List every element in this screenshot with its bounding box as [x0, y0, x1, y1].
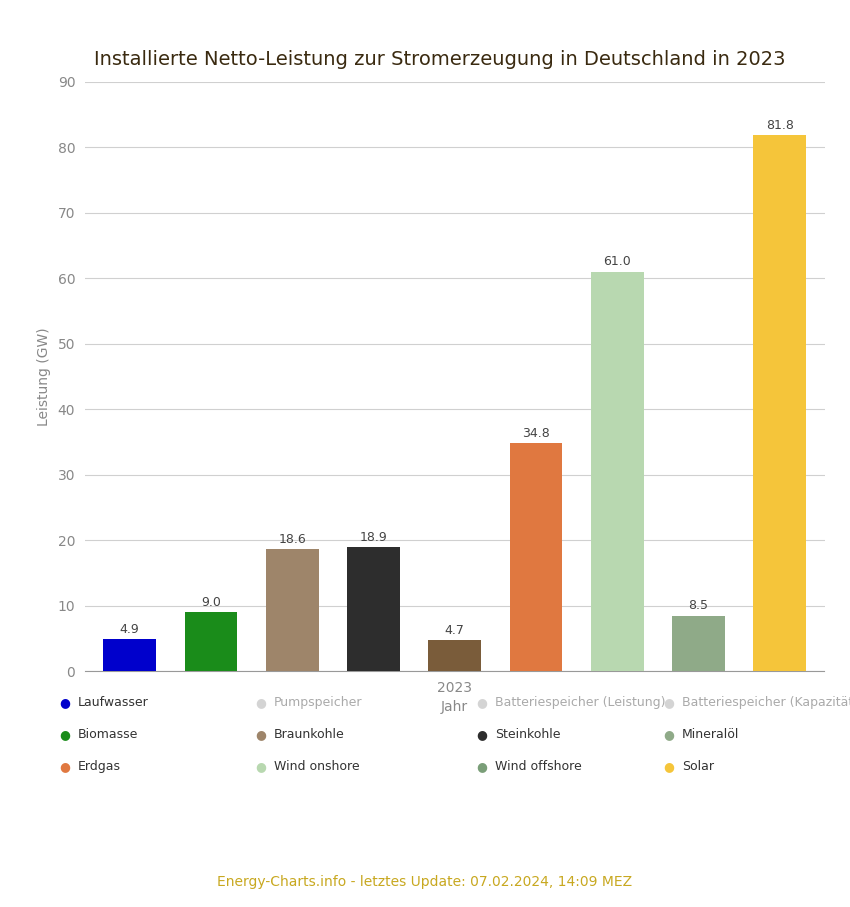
Text: ●: ● [476, 760, 487, 773]
Text: Wind offshore: Wind offshore [495, 760, 581, 773]
Text: ●: ● [255, 760, 266, 773]
Bar [672, 616, 725, 671]
Text: ●: ● [476, 697, 487, 709]
Text: ●: ● [476, 728, 487, 741]
Bar [753, 135, 806, 671]
Text: Wind onshore: Wind onshore [274, 760, 360, 773]
Text: Pumpspeicher: Pumpspeicher [274, 697, 362, 709]
Text: Batteriespeicher (Leistung): Batteriespeicher (Leistung) [495, 697, 666, 709]
Text: 4.7: 4.7 [445, 624, 465, 637]
Text: Solar: Solar [682, 760, 714, 773]
Bar [184, 612, 237, 671]
Bar [428, 640, 481, 671]
Text: 4.9: 4.9 [120, 623, 139, 636]
Text: Erdgas: Erdgas [78, 760, 122, 773]
Text: ●: ● [60, 760, 71, 773]
Text: 8.5: 8.5 [688, 600, 709, 612]
Text: Steinkohle: Steinkohle [495, 728, 560, 741]
Text: ●: ● [255, 728, 266, 741]
Text: 34.8: 34.8 [522, 427, 550, 440]
Text: Laufwasser: Laufwasser [78, 697, 149, 709]
Bar [510, 444, 563, 671]
X-axis label: Jahr: Jahr [441, 700, 468, 715]
Text: 18.6: 18.6 [278, 533, 306, 546]
Bar [591, 271, 643, 671]
Text: Batteriespeicher (Kapazität): Batteriespeicher (Kapazität) [682, 697, 850, 709]
Text: ●: ● [663, 697, 674, 709]
Text: 9.0: 9.0 [201, 596, 221, 609]
Text: Braunkohle: Braunkohle [274, 728, 344, 741]
Text: Mineralöl: Mineralöl [682, 728, 739, 741]
Text: ●: ● [255, 697, 266, 709]
Text: ●: ● [663, 760, 674, 773]
Text: Energy-Charts.info - letztes Update: 07.02.2024, 14:09 MEZ: Energy-Charts.info - letztes Update: 07.… [218, 874, 632, 889]
Text: ●: ● [663, 728, 674, 741]
Text: ●: ● [60, 697, 71, 709]
Title: Installierte Netto-Leistung zur Stromerzeugung in Deutschland in 2023: Installierte Netto-Leistung zur Stromerz… [94, 50, 785, 69]
Text: Biomasse: Biomasse [78, 728, 139, 741]
Text: 81.8: 81.8 [766, 119, 794, 132]
Y-axis label: Leistung (GW): Leistung (GW) [37, 327, 51, 425]
Text: 61.0: 61.0 [604, 256, 632, 268]
Text: 18.9: 18.9 [360, 532, 388, 544]
Bar [347, 547, 399, 671]
Bar [104, 639, 156, 671]
Text: ●: ● [60, 728, 71, 741]
Bar [266, 550, 319, 671]
